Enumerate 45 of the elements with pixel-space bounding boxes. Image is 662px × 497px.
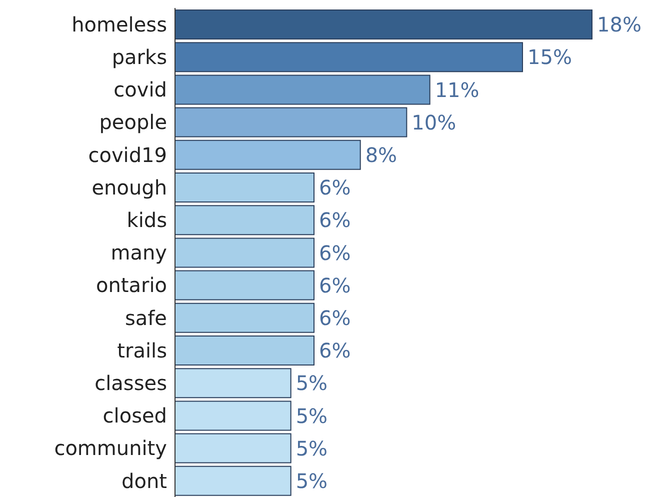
bar [174, 336, 314, 366]
y-tick-label: covid19 [88, 142, 167, 167]
bar [174, 270, 314, 300]
bar [174, 400, 292, 431]
y-tick-label: dont [122, 468, 168, 493]
data-label: 5% [296, 371, 328, 396]
data-label: 8% [365, 143, 398, 167]
data-label: 5% [296, 404, 328, 428]
bar [174, 42, 523, 72]
y-tick-label: safe [124, 306, 167, 330]
bar [174, 10, 592, 40]
y-tick-label: kids [126, 208, 167, 232]
bar [174, 205, 314, 236]
data-label: 6% [319, 306, 351, 330]
bar [174, 172, 314, 202]
y-tick-label: enough [92, 175, 167, 200]
data-label: 6% [319, 338, 351, 363]
y-tick-label: people [99, 110, 167, 134]
data-label: 11% [434, 78, 480, 102]
bar [174, 466, 292, 496]
data-label: 6% [319, 273, 351, 298]
data-label: 5% [296, 469, 328, 493]
y-tick-label: many [110, 240, 168, 265]
data-label: 6% [319, 208, 351, 232]
y-tick-label: closed [102, 404, 167, 428]
data-label: 6% [319, 176, 351, 200]
y-tick-label: covid [114, 78, 167, 102]
data-label: 10% [412, 110, 456, 134]
bar [174, 368, 292, 398]
data-label: 15% [528, 45, 572, 70]
y-tick-label: community [54, 436, 168, 460]
data-label: 18% [597, 12, 642, 37]
bar [174, 433, 292, 464]
bar [174, 238, 314, 268]
bar [174, 140, 361, 170]
bar [174, 107, 408, 138]
bar [174, 302, 314, 333]
y-tick-label: trails [117, 338, 167, 362]
data-label: 5% [296, 436, 328, 460]
y-tick-label: classes [94, 371, 167, 395]
y-tick-label: parks [112, 45, 167, 69]
y-tick-label: ontario [96, 273, 167, 298]
data-label: 6% [319, 240, 351, 265]
bar [174, 74, 430, 105]
y-tick-label: homeless [72, 12, 167, 36]
